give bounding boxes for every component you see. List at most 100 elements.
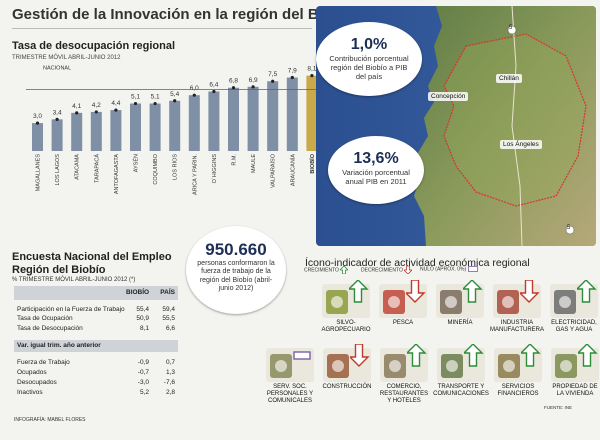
page-title: Gestión de la Innovación en la región de…: [12, 6, 355, 23]
row-label: Inactivos: [17, 389, 43, 396]
sector-icon: [554, 290, 576, 314]
sector-tile: [380, 344, 428, 382]
source-text: FUENTE: INE: [544, 405, 573, 410]
city-chillan: Chillán: [496, 74, 522, 83]
legend-growth-label: CRECIMIENTO: [304, 267, 339, 274]
trend-down-arrow-icon: [520, 280, 540, 303]
sector-icon: [498, 354, 520, 378]
bar-araucan-a: [286, 77, 298, 151]
sector-icon: [383, 290, 405, 314]
sector-tile: [551, 344, 599, 382]
row-value-pais: 55,5: [162, 315, 175, 322]
credit-text: INFOGRAFÍA: MABEL FLORES: [14, 417, 86, 423]
column-header-pais: PAÍS: [160, 289, 175, 296]
table-row: Inactivos 5,2 2,8: [14, 388, 178, 398]
chart-subtitle: TRIMESTRE MÓVIL ABRIL-JUNIO 2012: [12, 55, 121, 61]
bar-coquimbo: [149, 103, 161, 151]
national-rate-label-1: TASA: [50, 64, 64, 66]
legend-growth: CRECIMIENTO: [304, 265, 350, 275]
sector-label: ELECTRICIDAD, GAS Y AGUA: [551, 320, 597, 333]
legend-decline: DECRECIMIENTO: [361, 265, 414, 275]
bar-valpara-so: [267, 81, 279, 151]
bar-top-dot: [75, 111, 79, 115]
sector-tile: [494, 344, 542, 382]
bar-top-dot: [251, 85, 255, 89]
row-label: Desocupados: [17, 379, 57, 386]
sector-tile: [436, 280, 484, 318]
table-row: Tasa de Desocupación 8,1 6,6: [14, 324, 178, 334]
trend-flat-arrow-icon: [293, 351, 311, 360]
sector-tile: [322, 280, 370, 318]
table-row: Desocupados -3,0 -7,6: [14, 378, 178, 388]
bar-value-label: 5,1: [151, 94, 160, 101]
row-value-biobio: -0,7: [137, 369, 149, 376]
table-section-header: Var. igual trim. año anterior: [14, 340, 178, 352]
row-value-pais: 2,8: [165, 389, 175, 396]
row-label: Fuerza de Trabajo: [17, 359, 70, 366]
category-label: VALPARAÍSO: [270, 153, 277, 188]
trend-up-arrow-icon: [521, 344, 541, 367]
column-header-biobio: BIOBÍO: [126, 289, 150, 296]
bar-value-label: 6,4: [209, 81, 218, 88]
row-value-pais: 0,7: [165, 359, 175, 366]
row-value-biobio: 55,4: [136, 306, 149, 313]
category-label: ANTOFAGASTA: [114, 154, 120, 194]
trend-up-arrow-icon: [578, 344, 598, 367]
bar-r-m-: [228, 87, 239, 151]
bar-top-dot: [153, 101, 157, 106]
trend-up-arrow-icon: [407, 344, 427, 367]
legend-null-label: NULO (APROX. 0%): [420, 266, 467, 273]
sector-icon: [327, 354, 349, 378]
sector-tile: [266, 348, 314, 382]
table-row: Fuerza de Trabajo -0,9 0,7: [14, 358, 178, 368]
legend-null: NULO (APROX. 0%): [420, 266, 478, 272]
survey-subtitle: % TRIMESTRE MÓVIL ABRIL-JUNIO 2012 (*): [12, 277, 136, 283]
sector-label: SERVICIOS FINANCIEROS: [497, 384, 539, 397]
row-label: Tasa de Desocupación: [17, 325, 83, 332]
sector-label: PESCA: [392, 320, 414, 326]
title-divider: [12, 28, 312, 29]
sector-icon: [326, 290, 348, 314]
route-marker: 5: [509, 25, 513, 31]
row-value-pais: 59,4: [162, 306, 175, 313]
category-label: COQUIMBO: [153, 153, 159, 184]
category-label: ARAUCANÍA: [289, 154, 296, 186]
up-arrow-icon: [339, 265, 350, 275]
bar-top-dot: [212, 89, 216, 94]
bar-value-label: 7,5: [268, 71, 277, 78]
bar-top-dot: [55, 117, 59, 121]
table-row: Tasa de Ocupación 50,9 55,5: [14, 314, 178, 324]
bar-top-dot: [192, 93, 196, 97]
down-arrow-icon: [403, 265, 414, 275]
sector-icon: [555, 354, 577, 378]
legend-decline-label: DECRECIMIENTO: [361, 267, 403, 274]
bar-value-label: 5,1: [131, 94, 140, 101]
category-label: LOS LAGOS: [55, 154, 61, 186]
category-label: ATACAMA: [75, 154, 81, 180]
category-label: TARAPACÁ: [93, 154, 100, 183]
sector-label: COMERCIO, RESTAURANTES Y HOTELES: [379, 384, 429, 404]
flat-arrow-icon: [467, 266, 478, 272]
row-value-biobio: 8,1: [139, 325, 149, 332]
row-value-biobio: 5,2: [139, 389, 149, 396]
bar-value-label: 4,1: [72, 103, 81, 110]
trend-up-arrow-icon: [463, 280, 483, 303]
row-value-biobio: -0,9: [137, 359, 149, 366]
trend-up-arrow-icon: [349, 280, 369, 303]
bar-los-r-os: [169, 100, 181, 151]
bar-top-dot: [173, 99, 177, 103]
sector-tile: [550, 280, 598, 318]
bar-value-label: 6,8: [229, 78, 238, 85]
sector-icon: [440, 290, 462, 314]
bar-top-dot: [290, 75, 294, 80]
bar-biob-o: [306, 75, 318, 151]
category-label: LOS RÍOS: [172, 154, 179, 180]
bar-top-dot: [133, 101, 138, 106]
sector-icon: [497, 290, 519, 314]
workforce-text: personas conformaron la fuerza de trabaj…: [197, 260, 275, 293]
pib-variation-text: Variación porcentual anual PIB en 2011: [342, 168, 410, 186]
bar-value-label: 3,4: [53, 109, 62, 116]
row-label: Tasa de Ocupación: [17, 315, 73, 322]
bar-ays-n: [130, 103, 141, 151]
unemployment-bar-chart: 3,0 MAGALLANES 3,4 LOS LAGOS 4,1 ATACAMA 4,2 TA…: [26, 64, 320, 195]
